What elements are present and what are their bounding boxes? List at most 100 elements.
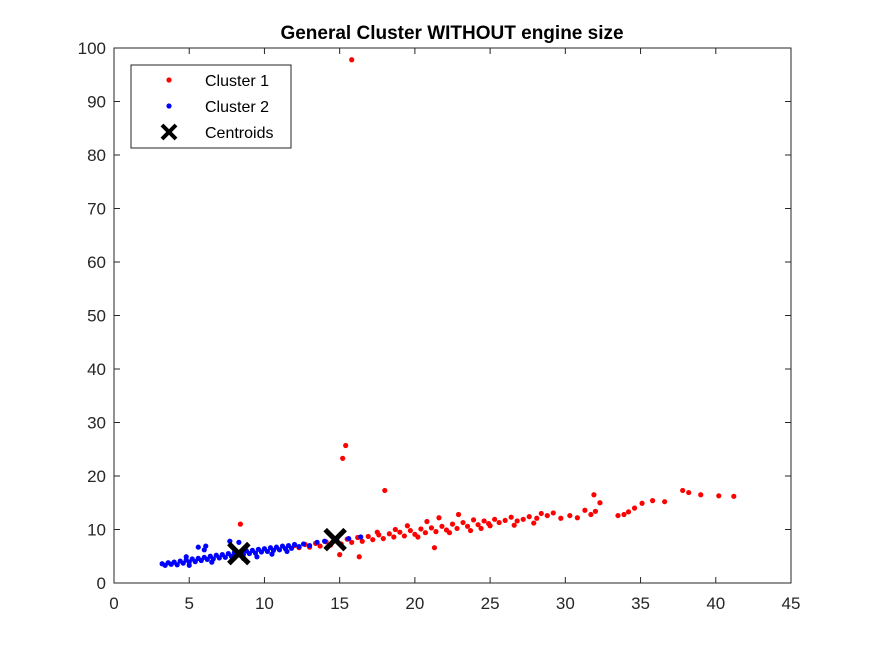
x-tick-label: 15 (330, 594, 349, 613)
cluster-1-point (386, 531, 392, 537)
cluster-1-point (621, 511, 627, 518)
cluster-1-point (359, 538, 365, 544)
cluster-1-point (615, 512, 621, 519)
cluster-2-point (195, 544, 201, 550)
cluster-1-point (592, 508, 599, 514)
centroid-marker (323, 527, 347, 552)
cluster-1-point (415, 534, 421, 540)
cluster-1-point (686, 489, 692, 496)
cluster-1-point (520, 516, 526, 522)
cluster-2-point (276, 547, 283, 553)
cluster-1-point (392, 526, 398, 533)
x-axis: 0 5 10 15 20 25 30 35 40 45 (109, 48, 800, 613)
cluster-1-point (558, 515, 564, 521)
x-tick-label: 0 (109, 594, 118, 613)
cluster-2-point (174, 562, 180, 568)
y-tick-label: 20 (87, 467, 106, 486)
y-tick-label: 70 (87, 200, 106, 219)
cluster-2-point (201, 547, 207, 553)
cluster-1-point (531, 520, 537, 526)
legend-marker-centroids (160, 123, 178, 141)
cluster-1-point (574, 515, 580, 521)
cluster-1-point (731, 493, 737, 499)
cluster-2-point (358, 534, 364, 540)
cluster-1-point (391, 534, 397, 540)
cluster-1-point (481, 518, 487, 524)
cluster-1-point (422, 530, 429, 536)
cluster-2-point (291, 541, 298, 548)
cluster-1-point (237, 521, 243, 527)
cluster-1-point (631, 505, 638, 511)
cluster-1-point (534, 515, 540, 521)
cluster-1-point (349, 539, 355, 545)
cluster-1-point (431, 545, 438, 551)
legend: Cluster 1 Cluster 2 Centroids (130, 64, 292, 149)
cluster-1-point (492, 516, 498, 522)
x-tick-label: 45 (782, 594, 801, 613)
legend-box (130, 64, 292, 149)
cluster-1-point (317, 543, 323, 549)
cluster-2-point (186, 562, 192, 568)
y-axis: 0 10 20 30 40 50 60 70 80 90 100 (78, 39, 791, 593)
cluster-1-point (365, 533, 371, 540)
legend-marker-cluster-1 (166, 77, 172, 83)
cluster-1-point (567, 512, 573, 519)
legend-label-cluster-1: Cluster 1 (205, 73, 269, 90)
cluster-2-point (254, 554, 260, 560)
points-layer (159, 57, 737, 568)
cluster-1-point (455, 511, 462, 518)
y-tick-label: 40 (87, 360, 106, 379)
y-tick-label: 10 (87, 521, 106, 540)
cluster-1-point (470, 517, 477, 523)
cluster-1-point (639, 500, 645, 506)
cluster-2-point (306, 542, 313, 549)
cluster-1-point (544, 512, 550, 519)
cluster-1-point (582, 507, 588, 513)
cluster-1-point (597, 500, 603, 506)
x-tick-label: 30 (556, 594, 575, 613)
cluster-2-point (284, 548, 290, 555)
cluster-1-point (370, 537, 376, 543)
cluster-1-point (511, 522, 517, 528)
cluster-1-point (538, 510, 544, 517)
legend-label-centroids: Centroids (205, 125, 273, 142)
cluster-1-point (337, 552, 343, 558)
cluster-2-point (288, 545, 295, 551)
cluster-1-point (496, 519, 502, 526)
y-tick-label: 100 (78, 39, 106, 58)
cluster-1-point (588, 511, 594, 518)
cluster-1-point (428, 525, 435, 531)
cluster-1-point (454, 525, 460, 532)
cluster-1-point (475, 522, 481, 528)
cluster-1-point (356, 554, 362, 560)
cluster-1-point (401, 533, 407, 539)
cluster-1-point (340, 455, 346, 461)
cluster-1-point (397, 529, 403, 535)
cluster-1-point (467, 527, 474, 534)
cluster-1-point (380, 535, 386, 542)
cluster-1-point (526, 514, 532, 520)
cluster-1-point (433, 529, 439, 535)
cluster-2-point (322, 538, 328, 544)
cluster-1-point (478, 525, 484, 532)
cluster-1-point (449, 521, 456, 527)
cluster-1-point (436, 515, 442, 521)
cluster-1-point (508, 514, 514, 520)
cluster-1-point (716, 493, 722, 499)
centroid-marker (227, 541, 251, 566)
cluster-1-point (407, 527, 413, 534)
y-tick-label: 90 (87, 93, 106, 112)
cluster-2-point (269, 551, 275, 557)
centroids-layer (227, 527, 347, 566)
cluster-1-point (514, 518, 520, 524)
x-tick-label: 20 (405, 594, 424, 613)
cluster-1-point (698, 492, 704, 498)
cluster-1-point (446, 530, 453, 536)
legend-label-cluster-2: Cluster 2 (205, 99, 269, 116)
cluster-1-point (591, 492, 597, 498)
cluster-1-point (349, 57, 355, 63)
cluster-1-point (439, 523, 445, 529)
x-tick-label: 25 (481, 594, 500, 613)
cluster-2-point (296, 544, 302, 550)
